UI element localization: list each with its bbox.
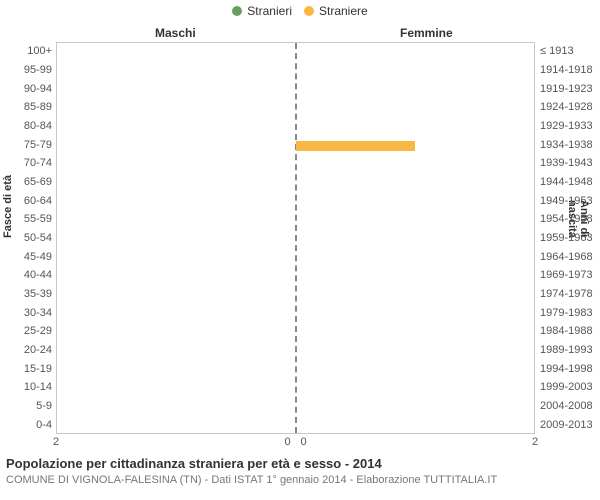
bar-row: [57, 307, 534, 321]
birth-year-tick: 1969-1973: [540, 268, 598, 282]
age-tick: 5-9: [4, 399, 52, 413]
bar-row: [57, 213, 534, 227]
age-tick: 70-74: [4, 156, 52, 170]
age-tick: 75-79: [4, 138, 52, 152]
legend: Stranieri Straniere: [0, 4, 600, 19]
legend-dot-icon: [232, 6, 242, 16]
age-tick: 50-54: [4, 231, 52, 245]
age-tick: 25-29: [4, 324, 52, 338]
x-tick: 0: [300, 436, 306, 448]
bar-row: [57, 195, 534, 209]
birth-year-tick: 1994-1998: [540, 362, 598, 376]
bar-row: [57, 101, 534, 115]
age-tick: 40-44: [4, 268, 52, 282]
birth-year-tick: 1989-1993: [540, 343, 598, 357]
bar-row: [57, 419, 534, 433]
birth-year-tick: 1974-1978: [540, 287, 598, 301]
birth-year-tick: 1964-1968: [540, 250, 598, 264]
x-tick: 2: [532, 436, 538, 448]
age-tick: 20-24: [4, 343, 52, 357]
column-header-male: Maschi: [155, 26, 196, 40]
age-tick: 15-19: [4, 362, 52, 376]
bar-row: [57, 139, 534, 153]
legend-item: Stranieri: [232, 4, 292, 18]
birth-year-tick: ≤ 1913: [540, 44, 598, 58]
population-pyramid-chart: StranieriStraniere Maschi Femmine Fasce …: [0, 0, 600, 500]
age-tick: 45-49: [4, 250, 52, 264]
bar-female: [296, 141, 416, 151]
age-tick: 80-84: [4, 119, 52, 133]
age-tick: 35-39: [4, 287, 52, 301]
birth-year-tick: 1984-1988: [540, 324, 598, 338]
legend-item: Straniere: [304, 4, 368, 18]
column-header-female: Femmine: [400, 26, 453, 40]
age-tick: 90-94: [4, 82, 52, 96]
birth-year-tick: 1959-1963: [540, 231, 598, 245]
age-tick: 0-4: [4, 418, 52, 432]
bar-row: [57, 176, 534, 190]
x-tick: 0: [284, 436, 290, 448]
bar-row: [57, 157, 534, 171]
birth-year-tick: 1914-1918: [540, 63, 598, 77]
bar-row: [57, 381, 534, 395]
birth-year-tick: 1939-1943: [540, 156, 598, 170]
age-tick: 85-89: [4, 100, 52, 114]
age-tick: 60-64: [4, 194, 52, 208]
age-tick: 100+: [4, 44, 52, 58]
plot-area: [56, 42, 535, 434]
birth-year-tick: 1949-1953: [540, 194, 598, 208]
age-tick: 65-69: [4, 175, 52, 189]
chart-subtitle: COMUNE DI VIGNOLA-FALESINA (TN) - Dati I…: [6, 474, 497, 486]
legend-label: Straniere: [319, 4, 368, 18]
bar-row: [57, 400, 534, 414]
bar-row: [57, 45, 534, 59]
birth-year-tick: 1999-2003: [540, 380, 598, 394]
age-tick: 30-34: [4, 306, 52, 320]
age-tick: 95-99: [4, 63, 52, 77]
legend-label: Stranieri: [247, 4, 292, 18]
bar-row: [57, 120, 534, 134]
legend-dot-icon: [304, 6, 314, 16]
bar-row: [57, 363, 534, 377]
birth-year-tick: 1919-1923: [540, 82, 598, 96]
birth-year-tick: 1954-1958: [540, 212, 598, 226]
bar-row: [57, 288, 534, 302]
chart-title: Popolazione per cittadinanza straniera p…: [6, 456, 382, 471]
birth-year-tick: 2004-2008: [540, 399, 598, 413]
birth-year-tick: 1944-1948: [540, 175, 598, 189]
bar-row: [57, 83, 534, 97]
bar-row: [57, 269, 534, 283]
birth-year-tick: 2009-2013: [540, 418, 598, 432]
bar-row: [57, 251, 534, 265]
birth-year-tick: 1979-1983: [540, 306, 598, 320]
bar-row: [57, 232, 534, 246]
age-tick: 10-14: [4, 380, 52, 394]
birth-year-tick: 1924-1928: [540, 100, 598, 114]
birth-year-tick: 1934-1938: [540, 138, 598, 152]
bar-row: [57, 325, 534, 339]
bar-row: [57, 64, 534, 78]
x-tick: 2: [53, 436, 59, 448]
bar-row: [57, 344, 534, 358]
age-tick: 55-59: [4, 212, 52, 226]
birth-year-tick: 1929-1933: [540, 119, 598, 133]
